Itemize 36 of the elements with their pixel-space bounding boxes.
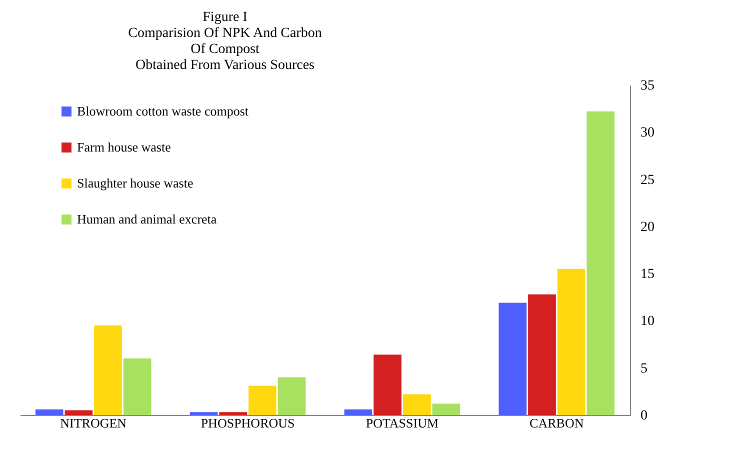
bar: [190, 412, 218, 415]
bar: [123, 358, 152, 415]
y-tick-label: 15: [640, 267, 654, 282]
bar: [278, 377, 306, 415]
text: Comparision Of NPK And Carbon: [128, 26, 322, 41]
x-tick-label: CARBON: [530, 416, 584, 430]
x-tick-label: POTASSIUM: [366, 416, 439, 430]
bar: [586, 111, 615, 415]
legend-label: Blowroom cotton waste compost: [77, 104, 249, 118]
y-tick-label: 10: [640, 314, 654, 330]
text: Of Compost: [190, 42, 260, 57]
text: Obtained From Various Sources: [136, 58, 314, 73]
bar: [94, 325, 122, 415]
y-tick-label: 0: [640, 408, 648, 424]
bar: [374, 354, 402, 415]
bar: [498, 302, 527, 415]
bar: [344, 409, 372, 415]
y-tick-label: 5: [640, 361, 648, 376]
y-tick-label: 35: [640, 78, 654, 94]
bar: [557, 268, 586, 415]
bar: [432, 404, 460, 415]
text: Figure I: [202, 10, 248, 25]
legend-label: Slaughter house waste: [77, 176, 194, 190]
bar: [64, 410, 93, 415]
bar: [219, 412, 248, 415]
bar: [248, 386, 276, 415]
bar: [528, 294, 556, 415]
x-tick-label: PHOSPHOROUS: [200, 416, 295, 430]
y-tick-label: 20: [640, 220, 654, 235]
x-tick-label: NITROGEN: [60, 416, 128, 430]
legend-label: Human and animal excreta: [77, 212, 217, 226]
y-tick-label: 30: [640, 126, 654, 141]
bar: [402, 394, 431, 415]
legend-label: Farm house waste: [77, 140, 172, 154]
y-tick-label: 25: [640, 172, 654, 188]
bar: [35, 409, 64, 415]
